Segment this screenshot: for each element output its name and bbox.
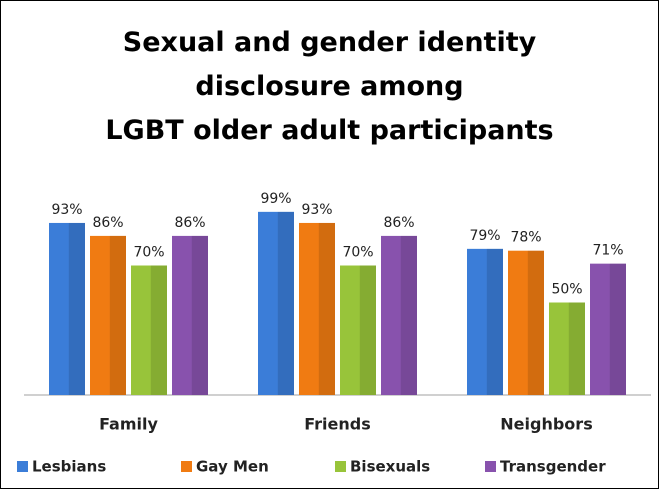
bar <box>508 250 544 395</box>
bar-shade <box>609 263 626 395</box>
bar-shade <box>277 211 294 395</box>
legend-swatch <box>485 461 496 472</box>
bar <box>131 265 167 395</box>
bar <box>90 235 126 395</box>
value-label: 78% <box>510 230 541 246</box>
bar-shade <box>486 248 503 395</box>
legend-label: Gay Men <box>196 458 269 476</box>
bar-shade <box>109 235 126 395</box>
bar <box>340 265 376 395</box>
bar <box>549 302 585 395</box>
bar <box>381 235 417 395</box>
value-label: 86% <box>174 215 205 231</box>
bar-shade <box>318 222 335 395</box>
x-tick-label: Family <box>99 415 158 434</box>
bar-shade <box>400 235 417 395</box>
bar-shade <box>150 265 167 395</box>
legend-label: Transgender <box>500 458 606 476</box>
bar <box>258 211 294 395</box>
bar-shade <box>568 302 585 395</box>
value-label: 79% <box>469 228 500 244</box>
bar <box>299 222 335 395</box>
value-label: 70% <box>133 245 164 261</box>
bar <box>467 248 503 395</box>
bar <box>590 263 626 395</box>
x-tick-label: Neighbors <box>500 415 592 434</box>
legend-swatch <box>335 461 346 472</box>
value-label: 93% <box>301 202 332 218</box>
value-label: 86% <box>383 215 414 231</box>
chart-title: Sexual and gender identity disclosure am… <box>105 27 554 146</box>
value-label: 70% <box>342 245 373 261</box>
bar-shade <box>68 222 85 395</box>
value-label: 99% <box>260 191 291 207</box>
value-label: 86% <box>92 215 123 231</box>
bar <box>172 235 208 395</box>
bar-shade <box>527 250 544 395</box>
x-tick-label: Friends <box>304 415 371 434</box>
legend-swatch <box>181 461 192 472</box>
legend-label: Lesbians <box>32 458 106 476</box>
legend-label: Bisexuals <box>350 458 430 476</box>
bar-shade <box>359 265 376 395</box>
value-label: 50% <box>551 282 582 298</box>
value-label: 93% <box>51 202 82 218</box>
legend-swatch <box>17 461 28 472</box>
value-label: 71% <box>592 243 623 259</box>
bar <box>49 222 85 395</box>
bar-shade <box>191 235 208 395</box>
